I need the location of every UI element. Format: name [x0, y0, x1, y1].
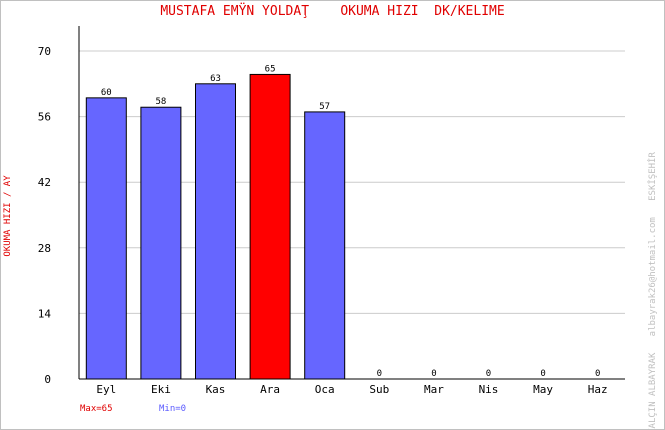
y-tick-label: 42 [38, 176, 51, 189]
data-label: 0 [431, 369, 436, 379]
x-tick-label: Haz [588, 383, 608, 396]
y-tick-label: 14 [38, 307, 52, 320]
data-label: 0 [486, 369, 491, 379]
y-tick-label: 70 [38, 45, 51, 58]
data-label: 60 [101, 88, 112, 98]
y-tick-label: 56 [38, 111, 51, 124]
data-label: 58 [155, 97, 166, 107]
x-tick-label: May [533, 383, 553, 396]
x-tick-label: Kas [206, 383, 226, 396]
x-tick-label: Oca [315, 383, 335, 396]
data-label: 0 [377, 369, 382, 379]
bar [195, 83, 236, 380]
min-label: Min=0 [159, 404, 187, 414]
x-tick-label: Ara [260, 383, 280, 396]
data-label: 63 [210, 74, 221, 84]
x-tick-label: Nis [479, 383, 499, 396]
x-tick-label: Eyl [96, 383, 116, 396]
y-tick-label: 28 [38, 242, 51, 255]
bar [304, 111, 346, 380]
y-tick-label: 0 [44, 373, 51, 386]
bar [140, 106, 182, 380]
x-tick-label: Mar [424, 383, 444, 396]
data-label: 0 [595, 369, 600, 379]
data-label: 65 [265, 64, 276, 74]
bar [249, 73, 291, 380]
bar [85, 97, 127, 380]
data-label: 57 [319, 102, 330, 112]
data-label: 0 [540, 369, 545, 379]
x-tick-label: Eki [151, 383, 171, 396]
max-label: Max=65 [80, 404, 113, 414]
x-tick-label: Sub [369, 383, 389, 396]
chart-title: MUSTAFA EMŸN YOLDAŢ OKUMA HIZI DK/KELIME [160, 4, 505, 19]
